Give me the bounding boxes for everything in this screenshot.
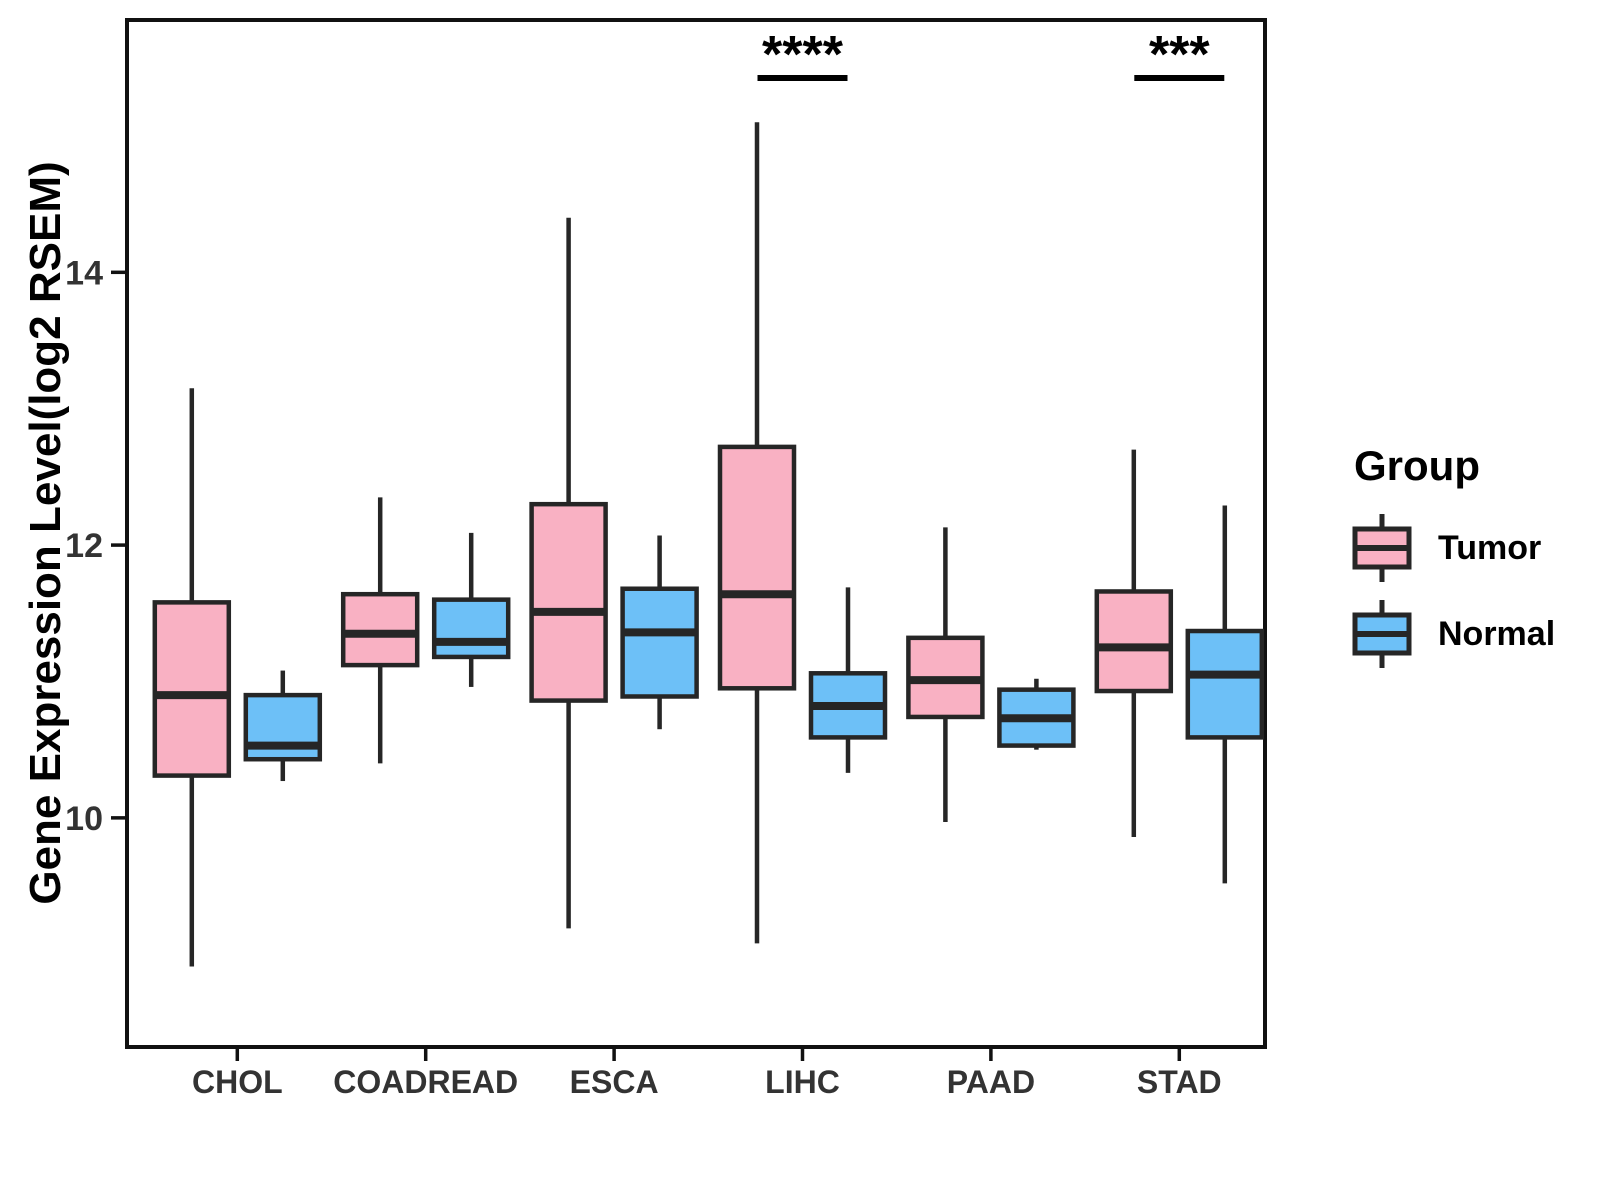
- box-normal-STAD: [1185, 628, 1265, 740]
- y-tick-label: 12: [65, 527, 103, 565]
- box-tumor-ESCA: [529, 501, 608, 703]
- significance-stars-STAD: ***: [1149, 26, 1210, 84]
- box-normal-ESCA: [620, 586, 699, 699]
- y-axis-title: Gene Expression Level(log2 RSEM): [21, 161, 70, 905]
- x-tick-label: LIHC: [765, 1064, 840, 1100]
- box-tumor-COADREAD: [340, 591, 420, 668]
- box-tumor-LIHC: [717, 444, 797, 691]
- significance-stars-LIHC: ****: [762, 26, 844, 84]
- x-tick-label: PAAD: [947, 1064, 1035, 1100]
- x-tick-label: CHOL: [192, 1064, 283, 1100]
- x-tick-label: COADREAD: [333, 1064, 518, 1100]
- box-tumor-CHOL: [152, 600, 232, 778]
- box-normal-COADREAD: [431, 597, 511, 660]
- y-tick-label: 10: [65, 800, 103, 838]
- legend-title: Group: [1354, 442, 1480, 489]
- panel-border: [125, 18, 1267, 1049]
- x-tick-label: STAD: [1137, 1064, 1222, 1100]
- y-tick-label: 14: [65, 254, 103, 292]
- legend-label-tumor: Tumor: [1438, 528, 1542, 567]
- boxplot-key-icon: [1352, 600, 1412, 668]
- legend-item-normal: Normal: [1352, 598, 1592, 670]
- box-tumor-STAD: [1094, 589, 1174, 694]
- box-normal-CHOL: [243, 692, 323, 762]
- x-tick-label: ESCA: [570, 1064, 659, 1100]
- legend-item-tumor: Tumor: [1352, 512, 1592, 584]
- legend: Group Tumor Normal: [1352, 442, 1592, 684]
- legend-label-normal: Normal: [1438, 614, 1556, 653]
- boxplot-key-icon: [1352, 514, 1412, 582]
